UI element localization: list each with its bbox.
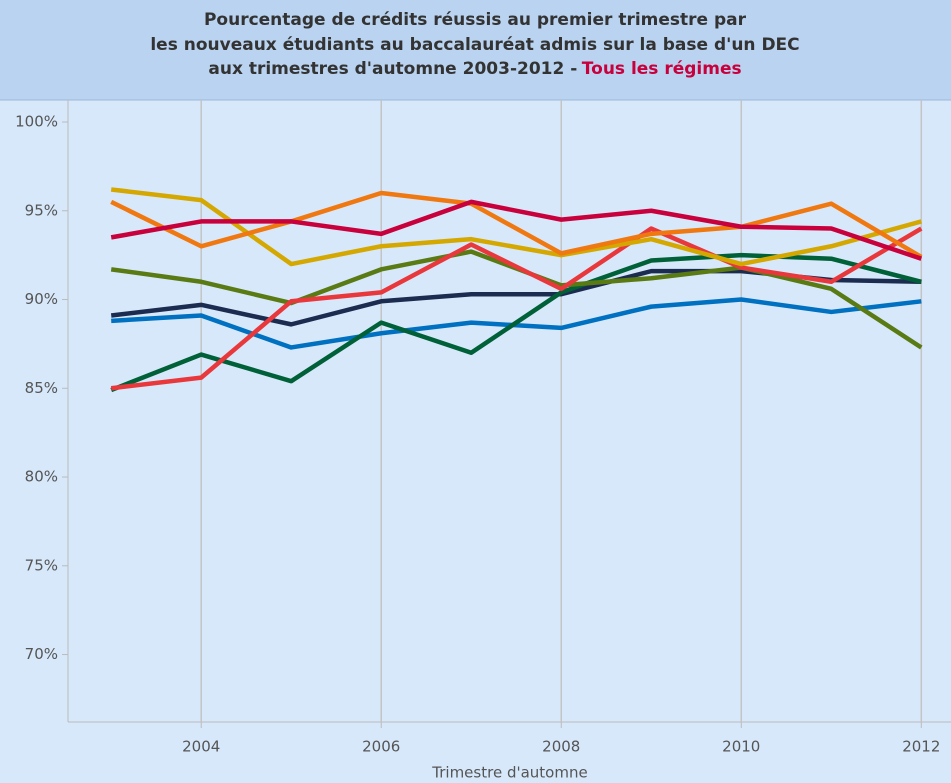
x-axis-label: Trimestre d'automne [431, 764, 587, 782]
y-tick-label: 85% [25, 379, 58, 397]
y-tick-label: 95% [25, 201, 58, 219]
y-tick-label: 70% [25, 645, 58, 663]
chart-title-text: aux trimestres d'automne 2003-2012 - [208, 59, 577, 79]
y-tick-label: 80% [25, 468, 58, 486]
series-line [110, 199, 923, 261]
x-tick-label: 2008 [542, 738, 580, 756]
chart-title-line: aux trimestres d'automne 2003-2012 - Tous… [208, 59, 741, 79]
series-line [110, 190, 923, 259]
x-tick-label: 2012 [902, 738, 940, 756]
y-tick-label: 90% [25, 290, 58, 308]
x-tick-label: 2006 [362, 738, 400, 756]
chart-title-highlight: Tous les régimes [582, 59, 742, 79]
y-tick-label: 75% [25, 556, 58, 574]
x-tick-label: 2004 [182, 738, 220, 756]
y-tick-label: 100% [15, 113, 58, 131]
title-band [0, 0, 951, 100]
chart-title-line: les nouveaux étudiants au baccalauréat a… [150, 35, 799, 55]
chart-title-line: Pourcentage de crédits réussis au premie… [204, 10, 747, 30]
series-line [110, 226, 923, 391]
x-tick-label: 2010 [722, 738, 760, 756]
